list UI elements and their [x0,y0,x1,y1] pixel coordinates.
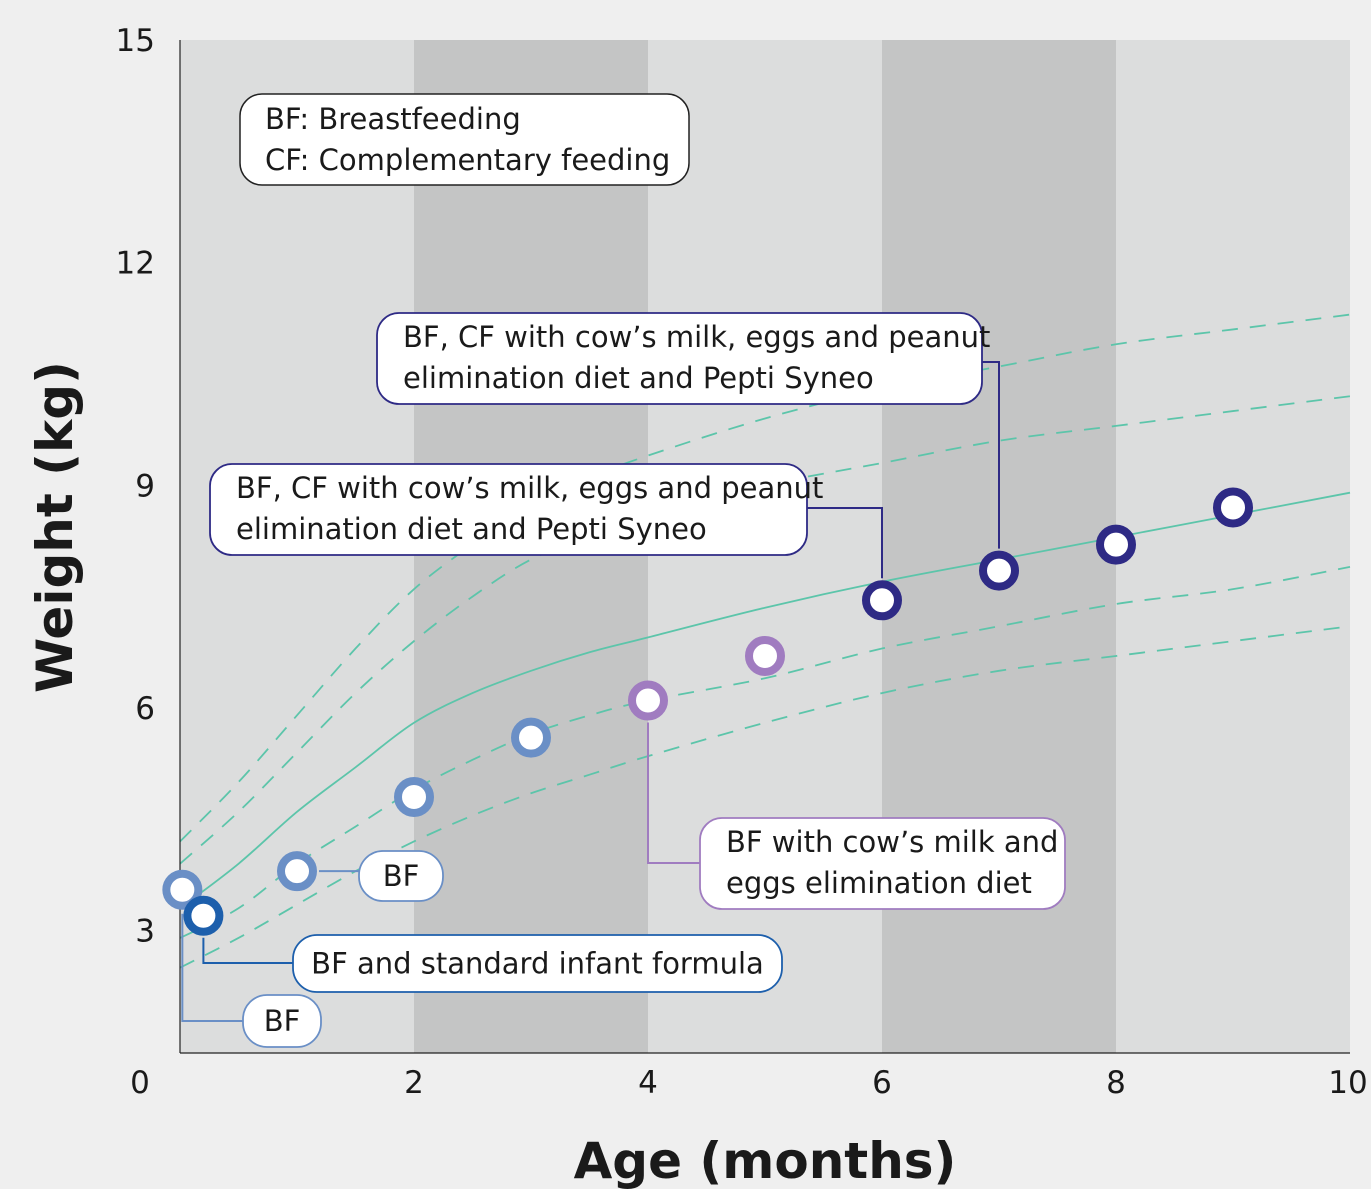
annotation-text: eggs elimination diet [726,866,1032,900]
annotation-connector [181,913,243,1022]
x-tick-label: 6 [872,1065,892,1101]
data-point [1213,487,1253,528]
y-tick-label: 15 [116,23,155,59]
x-tick-label: 0 [130,1065,150,1101]
x-tick-label: 10 [1328,1065,1367,1101]
data-point [979,550,1019,591]
y-tick-label: 12 [116,246,155,282]
legend-box [239,93,690,186]
annotation-text: elimination diet and Pepti Syneo [236,512,707,546]
x-tick-label: 4 [638,1065,658,1101]
y-tick-label: 9 [135,468,155,504]
annotation-text: elimination diet and Pepti Syneo [403,361,874,395]
x-tick-label: 8 [1106,1065,1126,1101]
data-point [162,869,203,910]
data-point [277,851,317,892]
weight-points [162,487,1253,936]
annotations: BF BF and standard infant formula BF BF wit… [209,312,1066,1048]
y-tick-label: 3 [135,914,155,950]
annotation-text: BF, CF with cow’s milk, eggs and peanut [236,471,823,505]
annotation-connectors [181,361,1000,1022]
annotation-box [242,994,322,1048]
age-band-4 [1116,40,1350,1053]
annotation-box [699,817,1066,910]
annotation-box [358,850,444,902]
annotation-text: BF and standard infant formula [311,947,764,981]
abbreviation-legend: BF: Breastfeeding CF: Complementary feedi… [239,93,690,186]
legend-line: BF: Breastfeeding [265,102,521,136]
data-point [628,680,668,721]
annotation-box [376,312,983,405]
y-axis-title: Weight (kg) [26,361,84,693]
legend-line: CF: Complementary feeding [265,143,670,177]
annotation-connector [982,361,1000,549]
data-point [1096,524,1136,565]
annotation-box [209,463,808,556]
x-tick-label: 2 [404,1065,424,1101]
data-point [511,717,551,758]
annotation-box [292,934,783,993]
annotation-text: BF [264,1004,301,1038]
data-point [745,635,785,676]
annotation-text: BF [383,859,420,893]
data-point [394,776,434,817]
annotation-text: BF, CF with cow’s milk, eggs and peanut [403,320,990,354]
annotation-connector [202,937,293,964]
data-point [183,895,224,936]
axes: 0 2 4 6 8 10 3 6 9 12 15 [116,23,1368,1101]
y-tick-label: 6 [135,691,155,727]
x-axis-title: Age (months) [574,1132,957,1189]
growth-curve-4 [179,625,1351,969]
annotation-connector [647,722,700,864]
annotation-text: BF with cow’s milk and [726,825,1058,859]
annotation-connector [807,507,883,579]
data-point [862,580,902,621]
growth-curve-3 [179,566,1351,939]
